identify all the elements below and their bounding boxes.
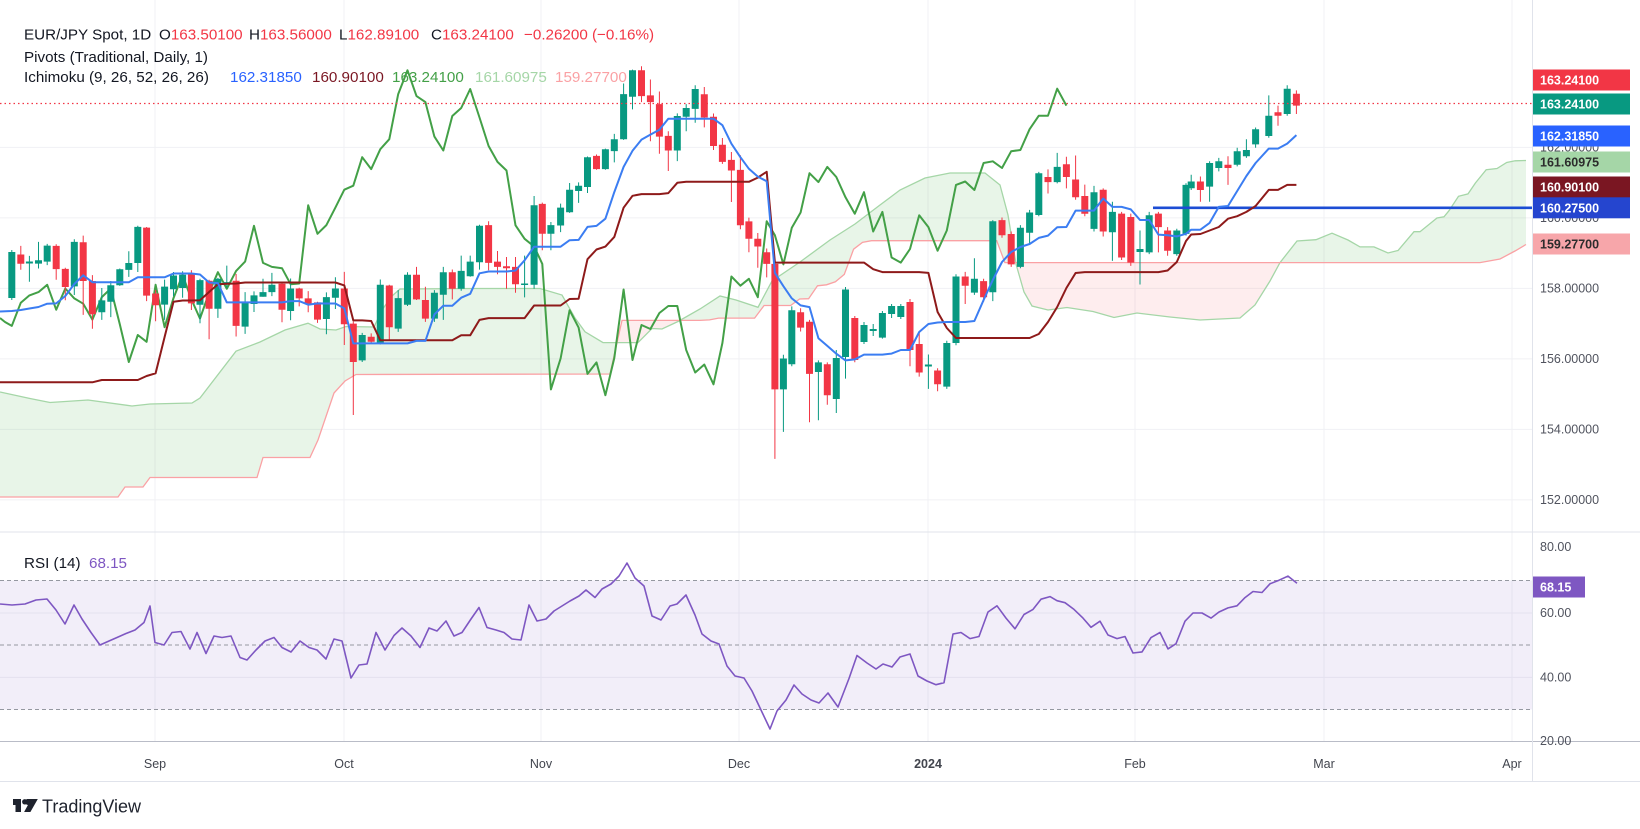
- svg-text:156.00000: 156.00000: [1540, 352, 1599, 366]
- svg-text:Feb: Feb: [1124, 757, 1146, 771]
- svg-text:162.31850: 162.31850: [1540, 130, 1599, 144]
- svg-text:160.27500: 160.27500: [1540, 201, 1599, 215]
- svg-text:80.00: 80.00: [1540, 540, 1571, 554]
- svg-text:Nov: Nov: [530, 757, 553, 771]
- svg-text:2024: 2024: [914, 757, 942, 771]
- svg-text:60.00: 60.00: [1540, 606, 1571, 620]
- svg-text:Sep: Sep: [144, 757, 166, 771]
- svg-text:RSI (14)68.15: RSI (14) 68.15: [24, 555, 127, 572]
- svg-text:Pivots (Traditional, Daily, 1): Pivots (Traditional, Daily, 1): [24, 49, 208, 66]
- svg-text:163.24100: 163.24100: [1540, 74, 1599, 88]
- svg-text:68.15: 68.15: [1540, 581, 1571, 595]
- svg-text:20.00: 20.00: [1540, 734, 1571, 748]
- svg-text:163.24100: 163.24100: [1540, 98, 1599, 112]
- svg-text:Apr: Apr: [1502, 757, 1521, 771]
- svg-text:Oct: Oct: [334, 757, 354, 771]
- svg-text:Ichimoku (9, 26, 52, 26, 26)16: Ichimoku (9, 26, 52, 26, 26) 162.31850 160…: [24, 69, 627, 86]
- svg-text:Dec: Dec: [728, 757, 750, 771]
- svg-text:152.00000: 152.00000: [1540, 493, 1599, 507]
- svg-text:154.00000: 154.00000: [1540, 422, 1599, 436]
- svg-text:Mar: Mar: [1313, 757, 1335, 771]
- svg-text:158.00000: 158.00000: [1540, 281, 1599, 295]
- svg-text:159.27700: 159.27700: [1540, 238, 1599, 252]
- svg-text:TradingView: TradingView: [42, 797, 142, 817]
- svg-text:40.00: 40.00: [1540, 670, 1571, 684]
- svg-text:161.60975: 161.60975: [1540, 156, 1599, 170]
- svg-text:160.90100: 160.90100: [1540, 181, 1599, 195]
